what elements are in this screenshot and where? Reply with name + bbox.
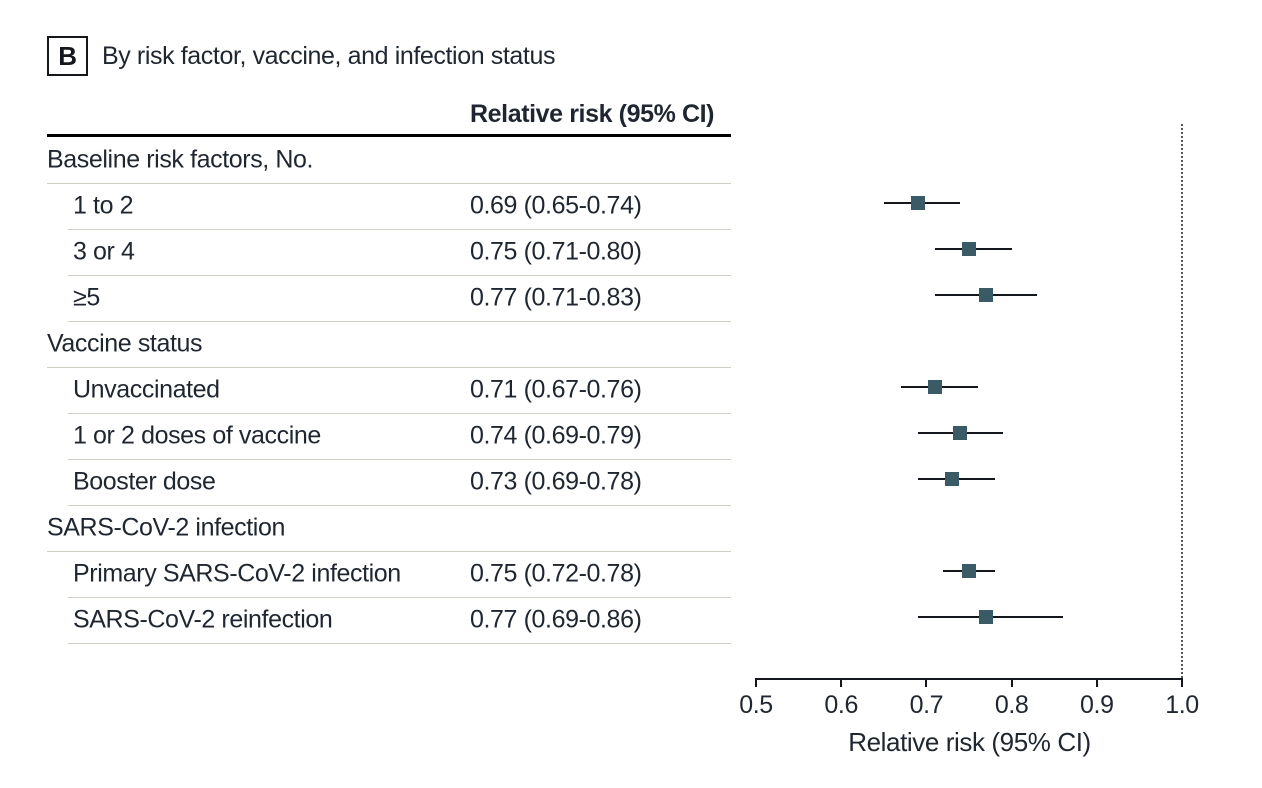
row-separator [47,550,731,552]
rr-marker [979,610,994,624]
row-relative-risk-value: 0.75 (0.71-0.80) [470,237,642,266]
row-separator [68,504,731,506]
row-relative-risk-value: 0.74 (0.69-0.79) [470,421,642,450]
table-group-row: Vaccine status [47,321,731,368]
row-relative-risk-value: 0.77 (0.69-0.86) [470,605,642,634]
panel-header: B By risk factor, vaccine, and infection… [47,36,555,76]
row-label: Unvaccinated [73,375,220,404]
rr-marker [979,288,994,302]
x-tick-label: 0.6 [824,691,858,719]
x-axis-tick [1181,678,1183,687]
table-header-rule: Relative risk (95% CI) [47,100,731,137]
table-row: 1 to 2 0.69 (0.65-0.74) [47,183,731,230]
x-tick-label: 1.0 [1165,691,1199,719]
x-axis-tick [840,678,843,687]
x-axis-label: Relative risk (95% CI) [848,727,1091,757]
rr-marker [962,564,976,578]
row-relative-risk-value: 0.77 (0.71-0.83) [470,283,642,312]
x-axis-tick [1095,678,1098,687]
x-axis-tick [755,678,757,687]
reference-line [1181,124,1183,678]
rr-marker [962,242,976,256]
row-label: SARS-CoV-2 infection [47,513,285,542]
table-row: 1 or 2 doses of vaccine 0.74 (0.69-0.79) [47,413,731,460]
row-label: ≥5 [73,283,100,312]
rr-marker [953,426,968,440]
column-header-relative-risk: Relative risk (95% CI) [470,100,715,128]
results-table: Relative risk (95% CI) Baseline risk fac… [47,100,731,644]
table-group-row: SARS-CoV-2 infection [47,505,731,552]
x-tick-label: 0.5 [739,691,773,719]
row-separator [68,228,731,230]
row-separator [68,642,731,644]
table-row: SARS-CoV-2 reinfection 0.77 (0.69-0.86) [47,597,731,644]
panel-label-badge: B [47,36,88,76]
row-label: Booster dose [73,467,216,496]
x-axis-tick [1010,678,1013,687]
panel-title: By risk factor, vaccine, and infection s… [102,41,556,70]
row-separator [68,596,731,598]
row-separator [47,182,731,184]
table-row: Booster dose 0.73 (0.69-0.78) [47,459,731,506]
table-group-row: Baseline risk factors, No. [47,137,731,184]
row-separator [68,458,731,460]
rr-marker [927,380,942,394]
table-row: 3 or 4 0.75 (0.71-0.80) [47,229,731,276]
row-separator [68,320,731,322]
x-tick-label: 0.9 [1080,691,1114,719]
row-separator [68,412,731,414]
row-label: Baseline risk factors, No. [47,145,314,174]
row-label: Vaccine status [47,329,203,358]
row-separator [68,274,731,276]
row-relative-risk-value: 0.69 (0.65-0.74) [470,191,642,220]
table-row: ≥5 0.77 (0.71-0.83) [47,275,731,322]
table-rows: Baseline risk factors, No. 1 to 2 0.69 (0.… [47,137,731,644]
table-row: Unvaccinated 0.71 (0.67-0.76) [47,367,731,414]
row-label: 1 or 2 doses of vaccine [73,421,321,450]
x-axis-line [756,678,1182,680]
x-tick-label: 0.8 [994,691,1029,719]
row-label: 1 to 2 [73,191,134,220]
rr-marker [910,196,925,210]
table-row: Primary SARS-CoV-2 infection 0.75 (0.72-0… [47,551,731,598]
row-label: 3 or 4 [73,237,135,266]
row-relative-risk-value: 0.71 (0.67-0.76) [470,375,642,404]
row-separator [47,366,731,368]
row-relative-risk-value: 0.75 (0.72-0.78) [470,559,642,588]
x-axis-tick [925,678,928,687]
row-label: SARS-CoV-2 reinfection [73,605,333,634]
row-relative-risk-value: 0.73 (0.69-0.78) [470,467,642,496]
rr-marker [944,472,959,486]
x-tick-label: 0.7 [909,691,944,719]
row-label: Primary SARS-CoV-2 infection [73,559,401,588]
